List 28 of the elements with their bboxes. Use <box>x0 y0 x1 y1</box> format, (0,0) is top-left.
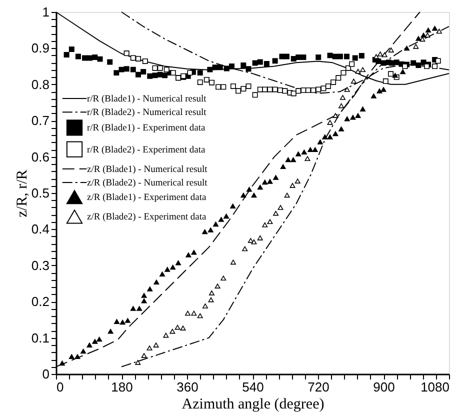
x-tick-label: 0 <box>56 380 64 394</box>
y-tick-label: 0.4 <box>31 222 50 237</box>
y-axis-title: z/R, r/R <box>14 170 30 218</box>
y-tick-label: 0.1 <box>31 330 50 346</box>
x-axis-title: Azimuth angle (degree) <box>182 396 324 412</box>
legend-label: z/R (Blade2) - Experiment data <box>87 212 208 223</box>
y-tick-label: 1 <box>42 4 50 20</box>
legend-label: r/R (Blade1) - Experiment data <box>87 124 206 134</box>
y-tick-label: 0.8 <box>31 76 50 92</box>
x-tick-label: 900 <box>373 380 395 394</box>
y-tick-label: 0.6 <box>31 149 50 164</box>
x-tick-label: 720 <box>308 380 330 394</box>
y-tick-label: 0.3 <box>31 258 50 273</box>
x-tick-label: 360 <box>176 380 198 394</box>
legend-label: r/R (Blade2) - Numerical result <box>87 108 207 118</box>
legend-label: r/R (Blade1) - Numerical result <box>87 94 207 104</box>
x-tick-label: 180 <box>111 380 133 394</box>
legend-label: z/R (Blade1) - Numerical result <box>87 164 208 175</box>
legend-label: z/R (Blade2) - Numerical result <box>87 178 208 188</box>
x-tick-label: 540 <box>242 380 264 394</box>
y-tick-label: 0.5 <box>31 186 50 200</box>
y-tick-label: 0.7 <box>31 113 50 128</box>
legend-label: z/R (Blade1) - Experiment data <box>87 193 208 204</box>
x-tick-label: 1080 <box>420 380 450 394</box>
y-tick-label: 0.9 <box>31 40 50 56</box>
y-tick-label: 0 <box>42 366 50 382</box>
legend-label: r/R (Blade2) - Experiment data <box>87 145 206 156</box>
y-tick-label: 0.2 <box>31 294 50 310</box>
